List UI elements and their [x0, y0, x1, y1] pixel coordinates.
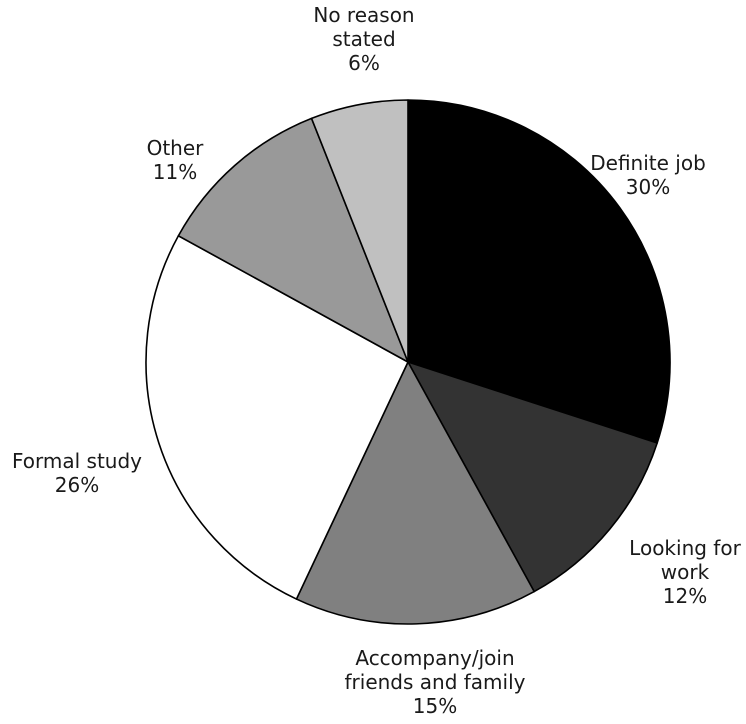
slices-layer	[145, 99, 671, 625]
pie-slice-1	[407, 99, 671, 444]
slice-label-3: Accompany/join friends and family 15%	[345, 646, 526, 718]
slice-value-label: 6%	[348, 51, 380, 75]
slice-name-label: friends and family	[345, 670, 526, 694]
slice-name-label: Looking for	[629, 536, 741, 560]
slice-label-5: Other 11%	[147, 136, 205, 184]
slice-value-label: 11%	[153, 160, 197, 184]
labels-layer: Definite job 30% Looking for work 12% Accompa…	[12, 3, 742, 718]
slice-label-2: Looking for work 12%	[629, 536, 741, 608]
slice-value-label: 26%	[55, 473, 99, 497]
slice-name-label: No reason	[313, 3, 414, 27]
slice-name-label: stated	[332, 27, 395, 51]
slice-label-1: Definite job 30%	[590, 151, 706, 199]
slice-label-6: No reason stated 6%	[313, 3, 414, 75]
pie-slice-3	[295, 361, 536, 625]
pie-slice-6	[310, 99, 409, 363]
slice-value-label: 30%	[626, 175, 670, 199]
slice-value-label: 15%	[413, 694, 457, 718]
pie-slice-5	[177, 117, 409, 363]
slice-name-label: Formal study	[12, 449, 142, 473]
slice-name-label: Accompany/join	[355, 646, 514, 670]
slice-value-label: 12%	[663, 584, 707, 608]
slice-name-label: work	[661, 560, 710, 584]
slice-name-label: Other	[147, 136, 205, 160]
slice-name-label: Definite job	[590, 151, 706, 175]
slice-label-4: Formal study 26%	[12, 449, 142, 497]
pie-slice-2	[407, 361, 658, 593]
